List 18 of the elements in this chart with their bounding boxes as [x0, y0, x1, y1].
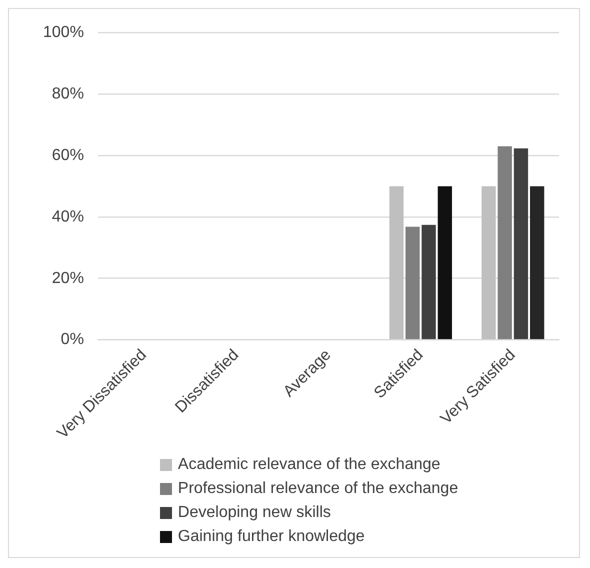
bar — [530, 186, 544, 340]
y-tick-label: 80% — [52, 85, 84, 102]
legend-label: Gaining further knowledge — [178, 527, 365, 547]
bar — [498, 146, 512, 340]
bar — [438, 186, 452, 340]
y-tick-label: 60% — [52, 146, 84, 164]
legend-label: Professional relevance of the exchange — [178, 479, 458, 499]
legend-label: Academic relevance of the exchange — [178, 455, 440, 475]
bar — [422, 224, 436, 340]
y-tick-label: 100% — [43, 24, 84, 42]
y-tick-label: 0% — [60, 331, 84, 348]
bar — [514, 148, 528, 340]
legend-label: Developing new skills — [178, 503, 331, 523]
bar — [482, 186, 496, 340]
y-tick-label: 40% — [52, 208, 84, 226]
bar — [406, 226, 420, 340]
bar — [389, 186, 404, 340]
y-tick-label: 20% — [52, 270, 84, 287]
